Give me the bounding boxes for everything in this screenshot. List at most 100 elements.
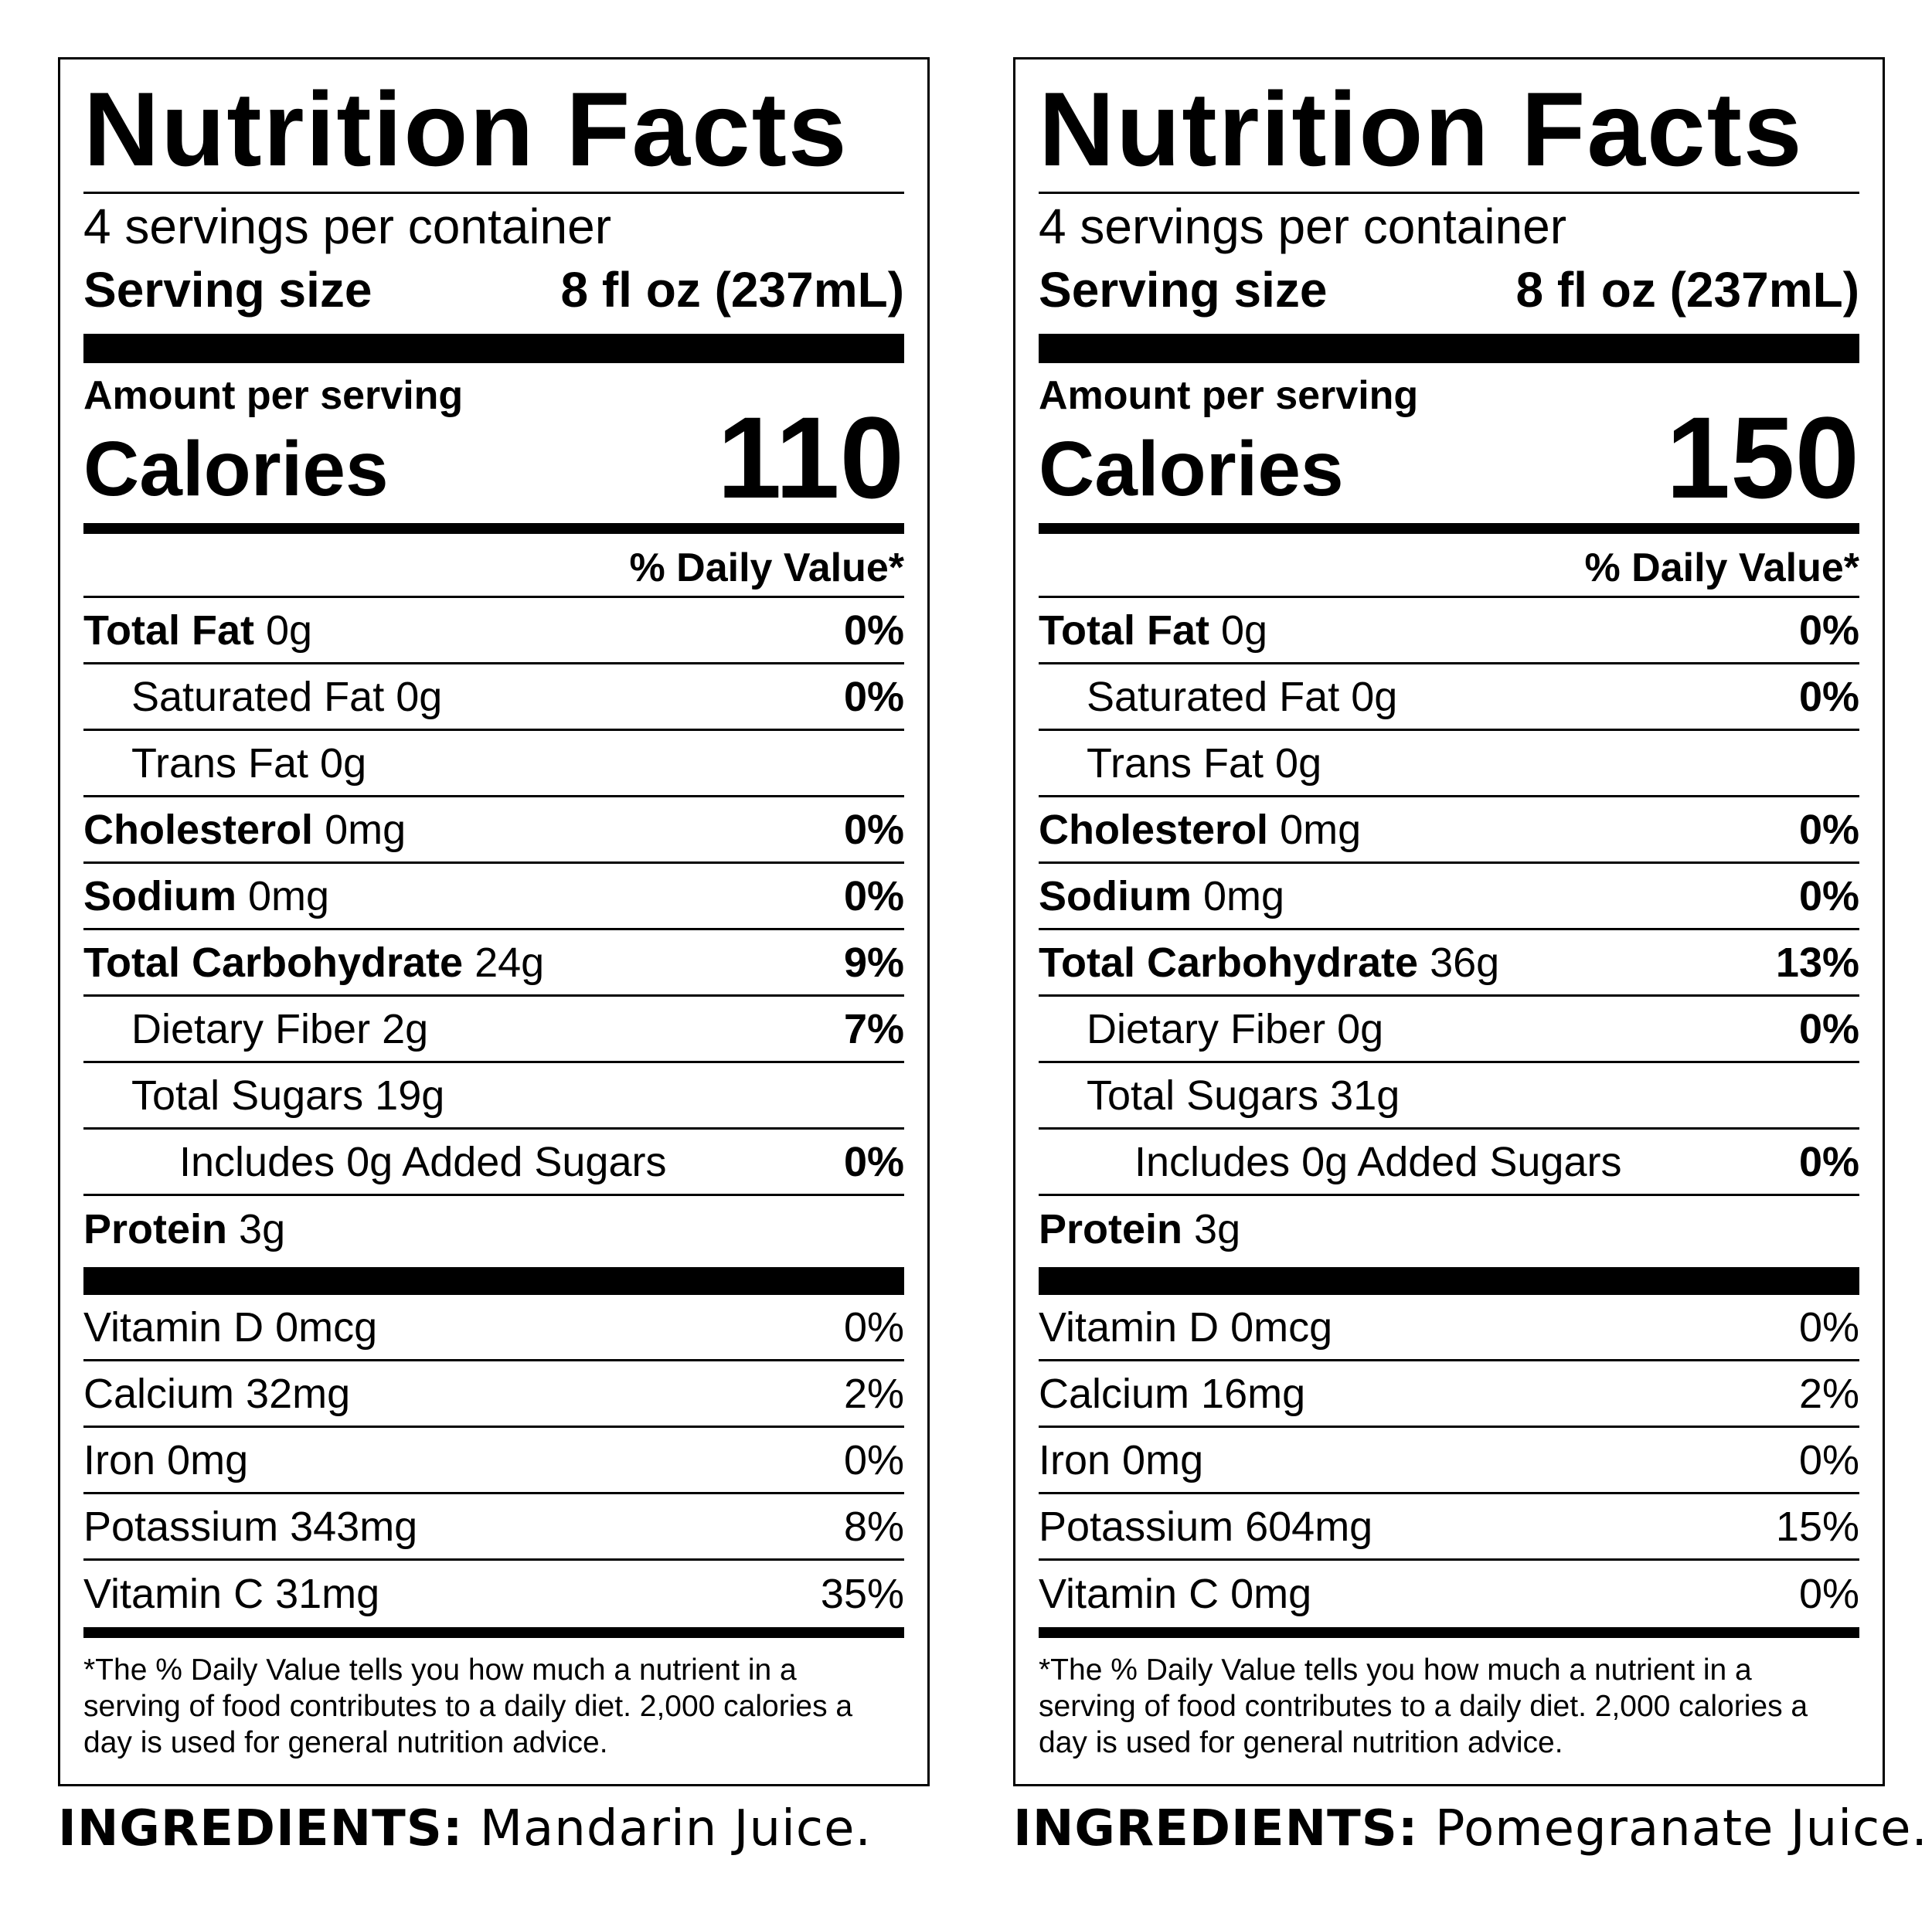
nutrient-label: Total Carbohydrate	[1039, 939, 1419, 986]
row-vitamin-c: Vitamin C 31mg 35%	[83, 1561, 904, 1627]
row-total-sugars: Total Sugars 19g	[83, 1063, 904, 1130]
divider-medium	[83, 523, 904, 534]
vitamin-label: Calcium 32mg	[83, 1370, 351, 1417]
nutrient-label: Dietary Fiber 2g	[131, 1005, 429, 1052]
calories-value: 110	[717, 392, 904, 522]
footnote: *The % Daily Value tells you how much a …	[1039, 1638, 1859, 1761]
serving-size-label: Serving size	[83, 262, 372, 318]
row-sodium: Sodium 0mg 0%	[1039, 864, 1859, 930]
calories-label: Calories	[1039, 426, 1344, 512]
nutrient-amount: 24g	[474, 939, 545, 986]
row-potassium: Potassium 604mg 15%	[1039, 1494, 1859, 1561]
nutrient-dv: 0%	[1798, 673, 1859, 720]
serving-size-row: Serving size 8 fl oz (237mL)	[1039, 259, 1859, 314]
vitamin-label: Vitamin C 31mg	[83, 1571, 380, 1617]
vitamin-dv: 0%	[1798, 1436, 1859, 1483]
footnote-line: *The % Daily Value tells you how much a …	[1039, 1653, 1752, 1687]
amount-per-serving: Amount per serving	[83, 373, 464, 418]
row-potassium: Potassium 343mg 8%	[83, 1494, 904, 1561]
nutrient-amount: 0mg	[1203, 872, 1285, 919]
nutrient-label: Includes 0g Added Sugars	[1134, 1138, 1622, 1185]
vitamin-label: Potassium 343mg	[83, 1503, 418, 1550]
nutrient-amount: 3g	[239, 1206, 286, 1252]
ingredients-label: INGREDIENTS:	[1013, 1800, 1419, 1857]
nutrient-dv: 9%	[843, 939, 904, 986]
nutrient-label: Total Carbohydrate	[83, 939, 464, 986]
serving-size-row: Serving size 8 fl oz (237mL)	[83, 259, 904, 314]
nutrient-label: Total Fat	[1039, 607, 1209, 654]
row-iron: Iron 0mg 0%	[1039, 1428, 1859, 1494]
row-dietary-fiber: Dietary Fiber 0g 0%	[1039, 997, 1859, 1063]
row-trans-fat: Trans Fat 0g	[1039, 731, 1859, 797]
vitamin-label: Calcium 16mg	[1039, 1370, 1306, 1417]
calories-label: Calories	[83, 426, 389, 512]
row-total-sugars: Total Sugars 31g	[1039, 1063, 1859, 1130]
serving-size-value: 8 fl oz (237mL)	[1515, 262, 1859, 318]
footnote-line: *The % Daily Value tells you how much a …	[83, 1653, 797, 1687]
calories-row: Calories 110	[83, 399, 904, 515]
divider-medium	[1039, 1627, 1859, 1638]
vitamin-dv: 15%	[1775, 1503, 1859, 1550]
nutrient-dv: 0%	[843, 872, 904, 919]
divider-thick	[83, 334, 904, 363]
footnote: *The % Daily Value tells you how much a …	[83, 1638, 904, 1761]
nutrient-dv: 13%	[1775, 939, 1859, 986]
nutrient-amount: 0mg	[1280, 806, 1362, 853]
nutrient-label: Sodium	[1039, 872, 1192, 919]
row-total-carbohydrate: Total Carbohydrate 24g 9%	[83, 930, 904, 997]
nutrition-label-mandarin: Nutrition Facts 4 servings per container…	[58, 57, 930, 1786]
nutrient-dv: 0%	[1798, 1138, 1859, 1185]
amount-per-serving: Amount per serving	[1039, 373, 1419, 418]
row-cholesterol: Cholesterol 0mg 0%	[1039, 797, 1859, 864]
nutrient-dv: 0%	[843, 806, 904, 853]
vitamin-dv: 0%	[843, 1436, 904, 1483]
servings-per-container: 4 servings per container	[1039, 199, 1567, 254]
nutrient-dv: 7%	[843, 1005, 904, 1052]
calories-value: 150	[1665, 392, 1859, 522]
ingredients-text: Mandarin Juice.	[479, 1800, 872, 1857]
vitamin-dv: 35%	[820, 1571, 904, 1617]
footnote-line: day is used for general nutrition advice…	[1039, 1726, 1563, 1759]
vitamin-dv: 0%	[1798, 1303, 1859, 1351]
row-iron: Iron 0mg 0%	[83, 1428, 904, 1494]
row-calcium: Calcium 32mg 2%	[83, 1361, 904, 1428]
footnote-line: serving of food contributes to a daily d…	[1039, 1690, 1808, 1723]
row-sodium: Sodium 0mg 0%	[83, 864, 904, 930]
row-trans-fat: Trans Fat 0g	[83, 731, 904, 797]
row-saturated-fat: Saturated Fat 0g 0%	[83, 664, 904, 731]
nutrient-dv: 0%	[1798, 607, 1859, 654]
divider-medium	[1039, 523, 1859, 534]
nutrient-label: Sodium	[83, 872, 236, 919]
divider-thick	[1039, 334, 1859, 363]
divider-thick	[83, 1267, 904, 1295]
nutrient-amount: 0mg	[248, 872, 330, 919]
vitamin-label: Vitamin C 0mg	[1039, 1571, 1312, 1617]
nutrient-amount: 0g	[266, 607, 313, 654]
daily-value-header: % Daily Value*	[83, 534, 904, 598]
nutrient-label: Total Sugars 31g	[1087, 1072, 1400, 1119]
nutrient-label: Dietary Fiber 0g	[1087, 1005, 1384, 1052]
row-vitamin-d: Vitamin D 0mcg 0%	[1039, 1295, 1859, 1361]
nutrient-dv: 0%	[1798, 806, 1859, 853]
vitamin-label: Vitamin D 0mcg	[83, 1303, 378, 1351]
divider-thick	[1039, 1267, 1859, 1295]
calories-row: Calories 150	[1039, 399, 1859, 515]
serving-size-value: 8 fl oz (237mL)	[560, 262, 904, 318]
nutrient-label: Trans Fat 0g	[131, 739, 367, 787]
nutrient-amount: 0g	[1221, 607, 1268, 654]
vitamin-dv: 2%	[1798, 1370, 1859, 1417]
ingredients-mandarin: INGREDIENTS: Mandarin Juice.	[58, 1800, 872, 1857]
row-calcium: Calcium 16mg 2%	[1039, 1361, 1859, 1428]
nutrient-label: Cholesterol	[1039, 806, 1269, 853]
row-dietary-fiber: Dietary Fiber 2g 7%	[83, 997, 904, 1063]
nutrient-amount: 3g	[1194, 1206, 1241, 1252]
ingredients-label: INGREDIENTS:	[58, 1800, 464, 1857]
label-title: Nutrition Facts	[1039, 59, 1859, 194]
ingredients-pomegranate: INGREDIENTS: Pomegranate Juice.	[1013, 1800, 1928, 1857]
vitamin-dv: 0%	[1798, 1571, 1859, 1617]
divider-medium	[83, 1627, 904, 1638]
nutrient-label: Includes 0g Added Sugars	[179, 1138, 667, 1185]
nutrient-dv: 0%	[843, 1138, 904, 1185]
nutrient-label: Protein	[83, 1206, 228, 1252]
footnote-line: day is used for general nutrition advice…	[83, 1726, 608, 1759]
